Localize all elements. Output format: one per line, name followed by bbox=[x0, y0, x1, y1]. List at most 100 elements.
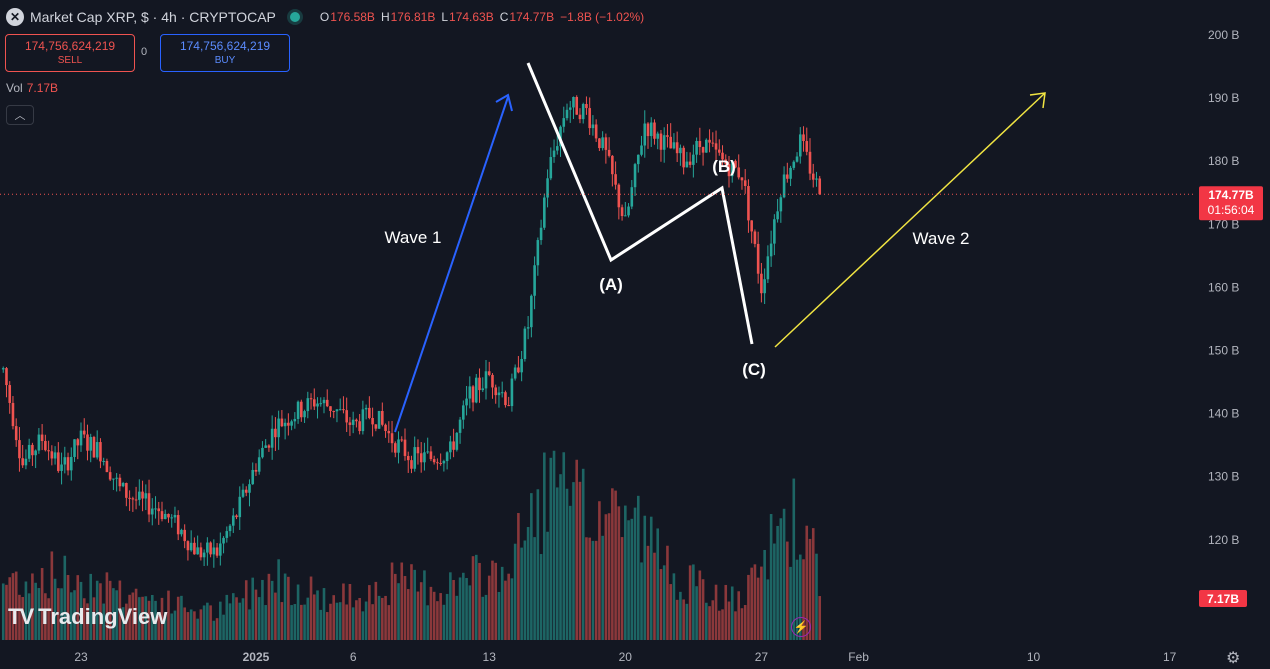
volume-tag-value: 7.17B bbox=[1207, 592, 1239, 606]
volume-bar bbox=[743, 605, 747, 640]
y-tick-label: 150 B bbox=[1208, 344, 1239, 358]
wave1-arrowhead bbox=[495, 93, 513, 112]
volume-bar bbox=[21, 596, 24, 640]
candle-body bbox=[549, 157, 553, 179]
volume-bar bbox=[701, 579, 705, 640]
candle-body bbox=[202, 552, 206, 558]
volume-bar bbox=[189, 609, 193, 640]
volume-legend[interactable]: Vol 7.17B bbox=[6, 81, 58, 95]
lightning-icon[interactable]: ⚡ bbox=[791, 617, 811, 637]
market-status-icon[interactable] bbox=[289, 12, 300, 22]
last-price-value: 174.77B bbox=[1208, 188, 1254, 202]
candle-body bbox=[212, 547, 216, 555]
candle-body bbox=[283, 422, 287, 427]
volume-bar bbox=[329, 603, 332, 640]
volume-bar bbox=[345, 604, 348, 640]
gear-icon[interactable]: ⚙ bbox=[1226, 650, 1241, 667]
volume-bar bbox=[494, 562, 498, 640]
candle-body bbox=[753, 231, 757, 244]
candle-body bbox=[442, 461, 446, 464]
buy-button[interactable]: 174,756,624,219 BUY bbox=[160, 34, 290, 72]
x-tick-label: 10 bbox=[1027, 650, 1041, 664]
volume-bar bbox=[656, 528, 660, 640]
volume-bar bbox=[241, 598, 245, 640]
candle-body bbox=[371, 417, 374, 425]
candle-body bbox=[578, 114, 582, 120]
candle-body bbox=[436, 462, 439, 464]
candle-body bbox=[99, 442, 102, 462]
x-tick-label: 17 bbox=[1163, 650, 1177, 664]
volume-bar bbox=[520, 547, 523, 640]
candle-body bbox=[400, 439, 404, 441]
candle-body bbox=[170, 517, 174, 519]
candle-body bbox=[808, 151, 812, 174]
volume-bar bbox=[692, 564, 695, 640]
volume-bar bbox=[364, 601, 368, 640]
x-tick-label: 2025 bbox=[243, 650, 270, 664]
candle-body bbox=[640, 145, 643, 155]
volume-bar bbox=[669, 584, 672, 640]
candle-body bbox=[465, 398, 468, 406]
volume-bar bbox=[504, 580, 507, 640]
tradingview-logo[interactable]: TV TradingView bbox=[8, 604, 167, 630]
volume-bar bbox=[57, 588, 60, 640]
candle-body bbox=[21, 458, 24, 466]
candle-body bbox=[682, 147, 685, 168]
candle-body bbox=[303, 411, 306, 418]
volume-bar bbox=[659, 569, 663, 640]
volume-bar bbox=[138, 597, 141, 640]
symbol-title[interactable]: Market Cap XRP, $ · 4h · CRYPTOCAP bbox=[30, 9, 276, 25]
volume-bar bbox=[727, 601, 731, 640]
volume-bar bbox=[186, 612, 190, 640]
candle-body bbox=[802, 134, 805, 142]
volume-bar bbox=[711, 600, 715, 640]
volume-bar bbox=[792, 478, 796, 640]
volume-bar bbox=[753, 564, 757, 640]
volume-bar bbox=[403, 576, 407, 640]
volume-bar bbox=[575, 459, 579, 640]
candle-body bbox=[44, 441, 47, 451]
volume-bar bbox=[82, 598, 86, 640]
candle-body bbox=[309, 398, 313, 400]
volume-bar bbox=[225, 594, 229, 640]
volume-bar bbox=[432, 591, 436, 640]
x-close-icon[interactable]: ✕ bbox=[6, 8, 24, 26]
volume-bar bbox=[624, 505, 627, 640]
candle-body bbox=[510, 378, 514, 407]
sell-button[interactable]: 174,756,624,219 SELL bbox=[5, 34, 135, 72]
candle-body bbox=[439, 463, 442, 465]
candle-body bbox=[393, 443, 397, 453]
candle-body bbox=[53, 452, 57, 459]
volume-bar bbox=[27, 593, 31, 640]
volume-bar bbox=[309, 576, 313, 640]
candle-body bbox=[585, 104, 588, 109]
candle-body bbox=[115, 477, 118, 479]
candle-body bbox=[312, 399, 316, 407]
candle-body bbox=[711, 142, 715, 144]
candle-body bbox=[611, 155, 614, 175]
chevron-up-icon[interactable]: ︿ bbox=[6, 105, 34, 125]
candle-body bbox=[14, 426, 18, 441]
candle-body bbox=[144, 493, 148, 499]
candle-body bbox=[601, 137, 604, 149]
volume-bar bbox=[429, 586, 433, 640]
candle-body bbox=[474, 377, 478, 403]
volume-bar bbox=[257, 597, 261, 640]
volume-bar bbox=[238, 602, 242, 640]
volume-bar bbox=[160, 597, 164, 640]
volume-bar bbox=[730, 586, 734, 640]
volume-bar bbox=[60, 588, 63, 640]
candle-body bbox=[491, 374, 494, 388]
volume-bar bbox=[76, 575, 80, 640]
candle-body bbox=[193, 542, 196, 555]
correction-zigzag bbox=[526, 62, 754, 345]
buy-label: BUY bbox=[214, 55, 236, 66]
candle-body bbox=[368, 407, 371, 418]
candle-body bbox=[504, 392, 507, 406]
candle-body bbox=[345, 410, 348, 423]
candle-body bbox=[675, 142, 679, 154]
volume-bar bbox=[154, 600, 157, 640]
volume-bar bbox=[167, 590, 170, 640]
volume-bar bbox=[264, 605, 267, 640]
